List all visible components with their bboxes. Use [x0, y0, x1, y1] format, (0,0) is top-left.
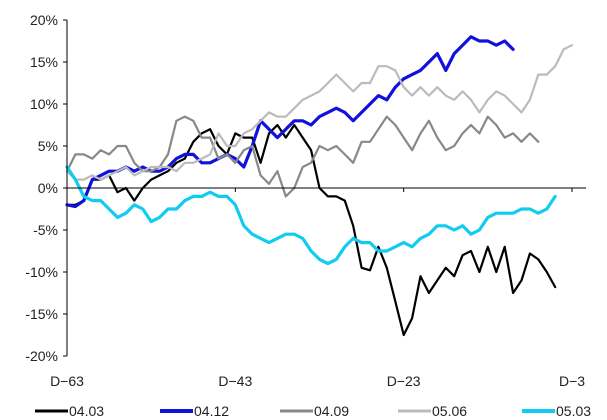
- series-line-05.06: [65, 44, 574, 181]
- y-tick-label: -5%: [33, 222, 58, 238]
- y-tick-label: 5%: [38, 138, 58, 154]
- y-tick-label: 0%: [38, 180, 58, 196]
- series-line-04.09: [65, 115, 540, 198]
- series-line-04.03: [65, 123, 557, 337]
- legend-label-04.03: 04.03: [69, 403, 104, 419]
- y-tick-label: -15%: [25, 306, 58, 322]
- axes-layer: 20% 15% 10% 5% 0% -5% -10% -15% -20% D−63 D−43 D−23…: [25, 12, 586, 389]
- x-tick-label: D−63: [50, 373, 84, 389]
- legend-label-05.03: 05.03: [556, 403, 591, 419]
- legend-label-04.12: 04.12: [194, 403, 229, 419]
- y-tick-label: 20%: [30, 12, 58, 28]
- legend: 04.03 04.12 04.09 05.06 05.03: [35, 403, 591, 419]
- y-tick-label: -20%: [25, 348, 58, 364]
- x-tick-label: D−23: [387, 373, 421, 389]
- y-tick-label: -10%: [25, 264, 58, 280]
- x-tick-label: D−43: [218, 373, 252, 389]
- series-line-04.12: [65, 35, 515, 209]
- x-tick-label: D−3: [559, 373, 585, 389]
- y-tick-label: 10%: [30, 96, 58, 112]
- legend-label-05.06: 05.06: [432, 403, 467, 419]
- y-tick-label: 15%: [30, 54, 58, 70]
- series-line-05.03: [65, 165, 557, 266]
- legend-label-04.09: 04.09: [314, 403, 349, 419]
- lines-layer: [65, 35, 574, 337]
